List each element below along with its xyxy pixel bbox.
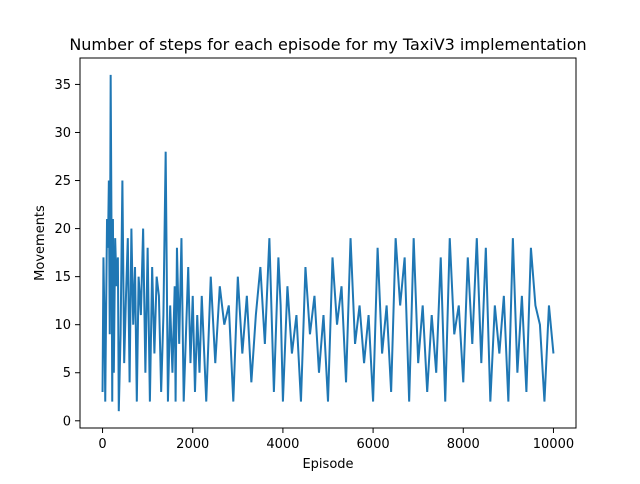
y-axis-label: Movements [33, 205, 48, 281]
y-tick-label: 0 [63, 414, 71, 429]
x-tick-label: 10000 [533, 437, 574, 452]
plot-frame [79, 57, 577, 429]
y-tick-label: 25 [54, 174, 71, 189]
series-layer [101, 74, 555, 412]
x-tick-label: 8000 [447, 437, 480, 452]
y-tick-label: 5 [63, 366, 71, 381]
chart-title: Number of steps for each episode for my … [69, 35, 586, 54]
x-tick-label: 6000 [357, 437, 390, 452]
x-tick-label: 2000 [176, 437, 209, 452]
y-tick-label: 30 [54, 126, 71, 141]
x-axis-ticks: 0 2000 4000 6000 8000 10000 [98, 428, 574, 452]
y-axis-ticks: 0 5 10 15 20 25 30 35 [54, 78, 80, 429]
y-tick-label: 10 [54, 318, 71, 333]
y-tick-label: 20 [54, 222, 71, 237]
x-axis-label: Episode [302, 457, 353, 472]
y-tick-label: 35 [54, 78, 71, 93]
y-tick-label: 15 [54, 270, 71, 285]
x-tick-label: 0 [98, 437, 106, 452]
series-line-0 [101, 74, 555, 412]
x-tick-label: 4000 [266, 437, 299, 452]
